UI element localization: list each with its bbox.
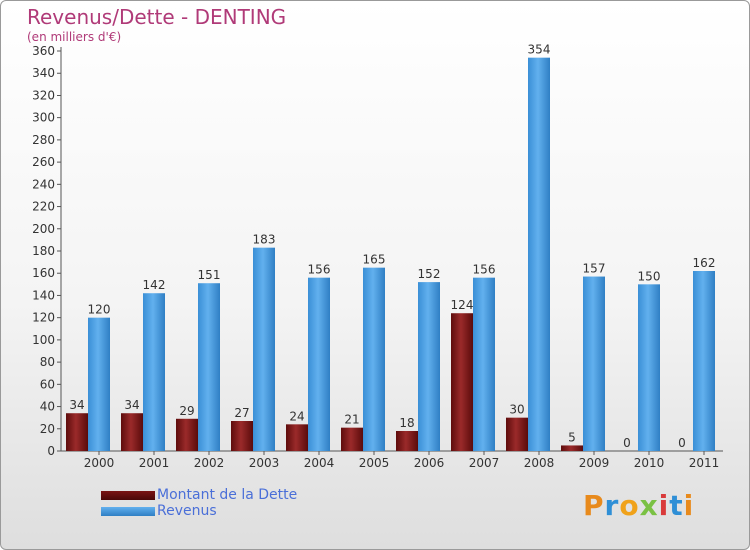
y-tick-label: 160 — [32, 266, 55, 280]
bar-revenue — [693, 271, 715, 451]
x-tick-label: 2008 — [524, 456, 555, 470]
x-tick-label: 2010 — [634, 456, 665, 470]
y-tick-label: 320 — [32, 88, 55, 102]
logo-letter: o — [619, 489, 640, 522]
chart-subtitle: (en milliers d'€) — [27, 30, 122, 44]
y-tick-label: 120 — [32, 311, 55, 325]
data-label-debt: 30 — [509, 403, 524, 417]
proxiti-logo: Proxiti — [583, 489, 694, 522]
bar-revenue — [88, 317, 110, 451]
bar-revenue — [418, 282, 440, 451]
data-label-revenue: 183 — [253, 233, 276, 247]
y-tick-label: 180 — [32, 244, 55, 258]
y-tick-label: 20 — [40, 422, 55, 436]
y-tick-label: 300 — [32, 111, 55, 125]
data-label-revenue: 151 — [198, 268, 221, 282]
bar-debt — [286, 424, 308, 451]
y-tick-label: 140 — [32, 288, 55, 302]
data-label-revenue: 156 — [473, 263, 496, 277]
data-label-revenue: 162 — [693, 256, 716, 270]
bar-revenue — [143, 293, 165, 451]
logo-letter: i — [658, 489, 670, 522]
x-tick-label: 2004 — [304, 456, 335, 470]
chart-title: Revenus/Dette - DENTING — [27, 5, 287, 29]
bar-debt — [451, 313, 473, 451]
bar-revenue — [198, 283, 220, 451]
legend-label-debt: Montant de la Dette — [157, 487, 298, 503]
bar-debt — [176, 418, 198, 451]
legend-swatch-debt — [101, 490, 155, 500]
logo-letter: i — [683, 489, 695, 522]
bar-revenue — [528, 57, 550, 452]
bar-revenue — [363, 267, 385, 451]
logo-letter: r — [604, 489, 620, 522]
bar-debt — [506, 417, 528, 451]
bar-revenue — [253, 247, 275, 451]
legend-item-debt: Montant de la Dette — [101, 487, 297, 503]
y-tick-label: 60 — [40, 377, 55, 391]
bar-revenue — [473, 277, 495, 451]
data-label-debt: 18 — [399, 416, 414, 430]
bar-debt — [66, 413, 88, 451]
logo-letter: t — [669, 489, 684, 522]
data-label-debt: 124 — [451, 298, 474, 312]
data-label-revenue: 157 — [583, 262, 606, 276]
x-tick-label: 2000 — [84, 456, 115, 470]
data-label-revenue: 142 — [143, 278, 166, 292]
bar-revenue — [308, 277, 330, 451]
logo-letter: x — [639, 489, 659, 522]
y-tick-label: 340 — [32, 66, 55, 80]
x-tick-label: 2002 — [194, 456, 225, 470]
bar-debt — [341, 427, 363, 451]
x-tick-label: 2006 — [414, 456, 445, 470]
x-tick-label: 2003 — [249, 456, 280, 470]
x-tick-label: 2011 — [689, 456, 720, 470]
data-label-revenue: 165 — [363, 253, 386, 267]
legend-swatch-revenue — [101, 506, 155, 516]
data-label-debt: 0 — [678, 436, 686, 450]
data-label-debt: 29 — [179, 404, 194, 418]
data-label-revenue: 156 — [308, 263, 331, 277]
bar-debt — [396, 431, 418, 451]
data-label-debt: 24 — [289, 409, 304, 423]
x-tick-label: 2007 — [469, 456, 500, 470]
legend-item-revenue: Revenus — [101, 503, 297, 519]
data-label-debt: 21 — [344, 413, 359, 427]
bar-debt — [121, 413, 143, 451]
y-tick-label: 360 — [32, 44, 55, 58]
bar-revenue — [638, 284, 660, 451]
x-tick-label: 2005 — [359, 456, 390, 470]
y-tick-label: 280 — [32, 133, 55, 147]
logo-letter: P — [583, 489, 605, 522]
y-tick-label: 220 — [32, 200, 55, 214]
data-label-revenue: 150 — [638, 269, 661, 283]
legend-label-revenue: Revenus — [157, 503, 217, 519]
data-label-debt: 5 — [568, 430, 576, 444]
y-tick-label: 260 — [32, 155, 55, 169]
data-label-revenue: 354 — [528, 43, 551, 57]
y-tick-label: 80 — [40, 355, 55, 369]
y-tick-label: 0 — [47, 444, 55, 458]
data-label-debt: 34 — [124, 398, 139, 412]
bar-debt — [561, 445, 583, 451]
y-tick-label: 100 — [32, 333, 55, 347]
x-tick-label: 2001 — [139, 456, 170, 470]
data-label-debt: 0 — [623, 436, 631, 450]
y-tick-label: 240 — [32, 177, 55, 191]
x-tick-label: 2009 — [579, 456, 610, 470]
y-tick-label: 200 — [32, 222, 55, 236]
data-label-revenue: 120 — [88, 303, 111, 317]
y-tick-label: 40 — [40, 400, 55, 414]
legend: Montant de la Dette Revenus — [101, 487, 297, 519]
data-label-revenue: 152 — [418, 267, 441, 281]
bar-debt — [231, 421, 253, 451]
bar-revenue — [583, 276, 605, 451]
data-label-debt: 27 — [234, 406, 249, 420]
data-label-debt: 34 — [69, 398, 84, 412]
